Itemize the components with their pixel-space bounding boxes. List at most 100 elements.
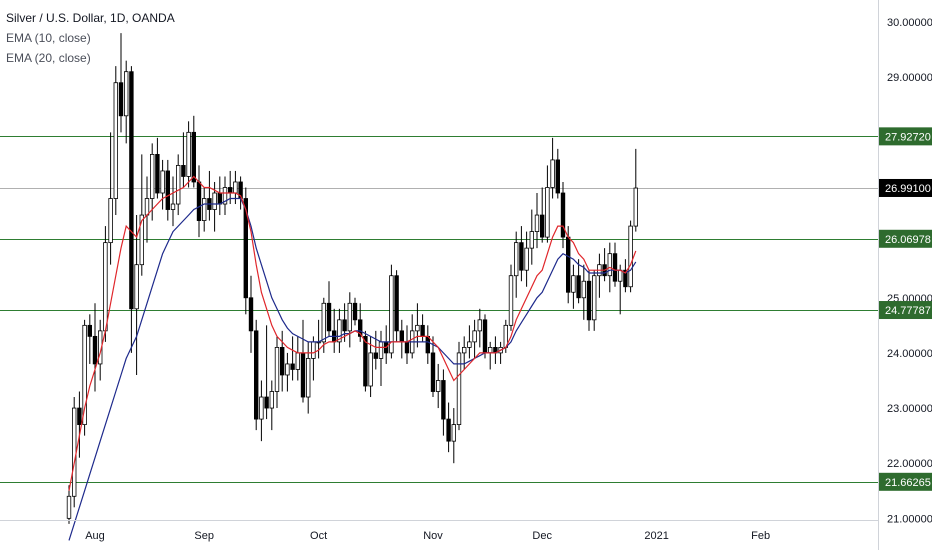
price-tick-label: 29.00000 (887, 72, 932, 84)
candle-body-up (592, 275, 597, 321)
candle (357, 303, 363, 342)
candle (201, 187, 207, 232)
candle (435, 363, 441, 409)
candle (581, 264, 586, 320)
candle-body-down (399, 330, 404, 343)
candle-body-down (352, 302, 358, 321)
time-tick-label: Aug (85, 530, 105, 542)
candle-body-up (607, 253, 612, 277)
candle-body-up (581, 280, 586, 299)
level-label-bg (879, 127, 932, 146)
candle (482, 314, 488, 359)
candle-body-up (477, 319, 482, 332)
candle (170, 176, 176, 227)
candle-body-down (300, 352, 306, 398)
candle-body-up (274, 347, 280, 392)
candle-body-up (82, 324, 87, 426)
symbol-title[interactable]: Silver / U.S. Dollar, 1D, OANDA (6, 11, 175, 25)
candle (279, 330, 285, 392)
candle-body-down (540, 214, 545, 238)
candle-body-down (217, 192, 222, 205)
candle (264, 325, 269, 420)
candle-body-up (545, 187, 550, 238)
candle (124, 60, 129, 144)
level-price-label: 26.06978 (879, 229, 932, 248)
candle-body-down (227, 187, 233, 194)
candle (368, 336, 373, 398)
candle (144, 176, 150, 243)
candle (560, 181, 566, 249)
price-tick-label: 30.00000 (887, 17, 932, 29)
level-label-text: 27.92720 (885, 131, 931, 143)
candle-body-up (212, 192, 217, 210)
candle-body-up (571, 275, 576, 293)
candle (305, 341, 311, 414)
ema20-legend[interactable]: EMA (20, close) (6, 51, 91, 65)
candle (108, 132, 113, 265)
candle (259, 380, 264, 442)
candle (576, 259, 581, 304)
candle (290, 336, 295, 381)
candle (155, 137, 160, 199)
candle (118, 33, 124, 133)
ema10-legend[interactable]: EMA (10, close) (6, 31, 91, 45)
candle-body-down (404, 341, 410, 354)
candle (425, 325, 430, 364)
candle (555, 148, 560, 199)
candle (222, 176, 228, 216)
time-tick-label: Nov (423, 530, 443, 542)
candle (92, 303, 98, 392)
price-axis[interactable]: 30.0000029.0000028.0000027.0000026.00000… (887, 17, 932, 525)
candle (602, 248, 607, 282)
ema20-line (68, 197, 637, 541)
support-resistance-lines (0, 136, 878, 483)
candle (514, 231, 519, 298)
candle (451, 408, 456, 464)
candle-body-up (66, 495, 72, 519)
candle-body-up (514, 242, 519, 277)
candle-body-down (253, 330, 259, 420)
candle (472, 319, 477, 359)
candle-body-down (373, 352, 378, 359)
candle-body-down (425, 335, 430, 354)
candle-body-up (618, 269, 623, 282)
candle-body-down (129, 71, 134, 310)
candle (191, 115, 196, 188)
candle-body-down (279, 347, 285, 376)
candle-body-up (389, 275, 394, 354)
candle-body-down (243, 198, 248, 299)
candle (311, 336, 316, 381)
candle (394, 270, 399, 342)
candle (300, 319, 306, 403)
candle (524, 231, 529, 287)
candle (529, 209, 534, 265)
candle-body-up (269, 391, 274, 409)
candle-body-up (435, 380, 441, 392)
candle-body-up (295, 352, 300, 370)
candle (160, 159, 165, 210)
candle (77, 391, 82, 458)
candle-body-up (467, 341, 472, 348)
candle (337, 308, 342, 353)
candle-body-up (628, 225, 633, 288)
candle (175, 154, 181, 216)
time-tick-label: Sep (194, 530, 214, 542)
level-label-text: 24.77787 (885, 305, 931, 317)
candle (404, 325, 410, 364)
candle (487, 341, 493, 370)
candle-body-up (149, 154, 155, 199)
candle (295, 336, 300, 381)
candle (134, 215, 139, 375)
candle-body-down (326, 302, 332, 332)
candle (446, 402, 451, 453)
candle-body-down (290, 363, 295, 370)
candle-body-down (446, 418, 451, 442)
price-tick-label: 21.00000 (887, 513, 932, 525)
candle-body-up (259, 396, 264, 420)
candle-body-up (550, 159, 555, 188)
candle (274, 336, 280, 409)
candle (207, 170, 212, 221)
time-axis[interactable]: Aug Sep Oct Nov Dec 2021 Feb (85, 530, 770, 542)
candle (342, 303, 347, 342)
